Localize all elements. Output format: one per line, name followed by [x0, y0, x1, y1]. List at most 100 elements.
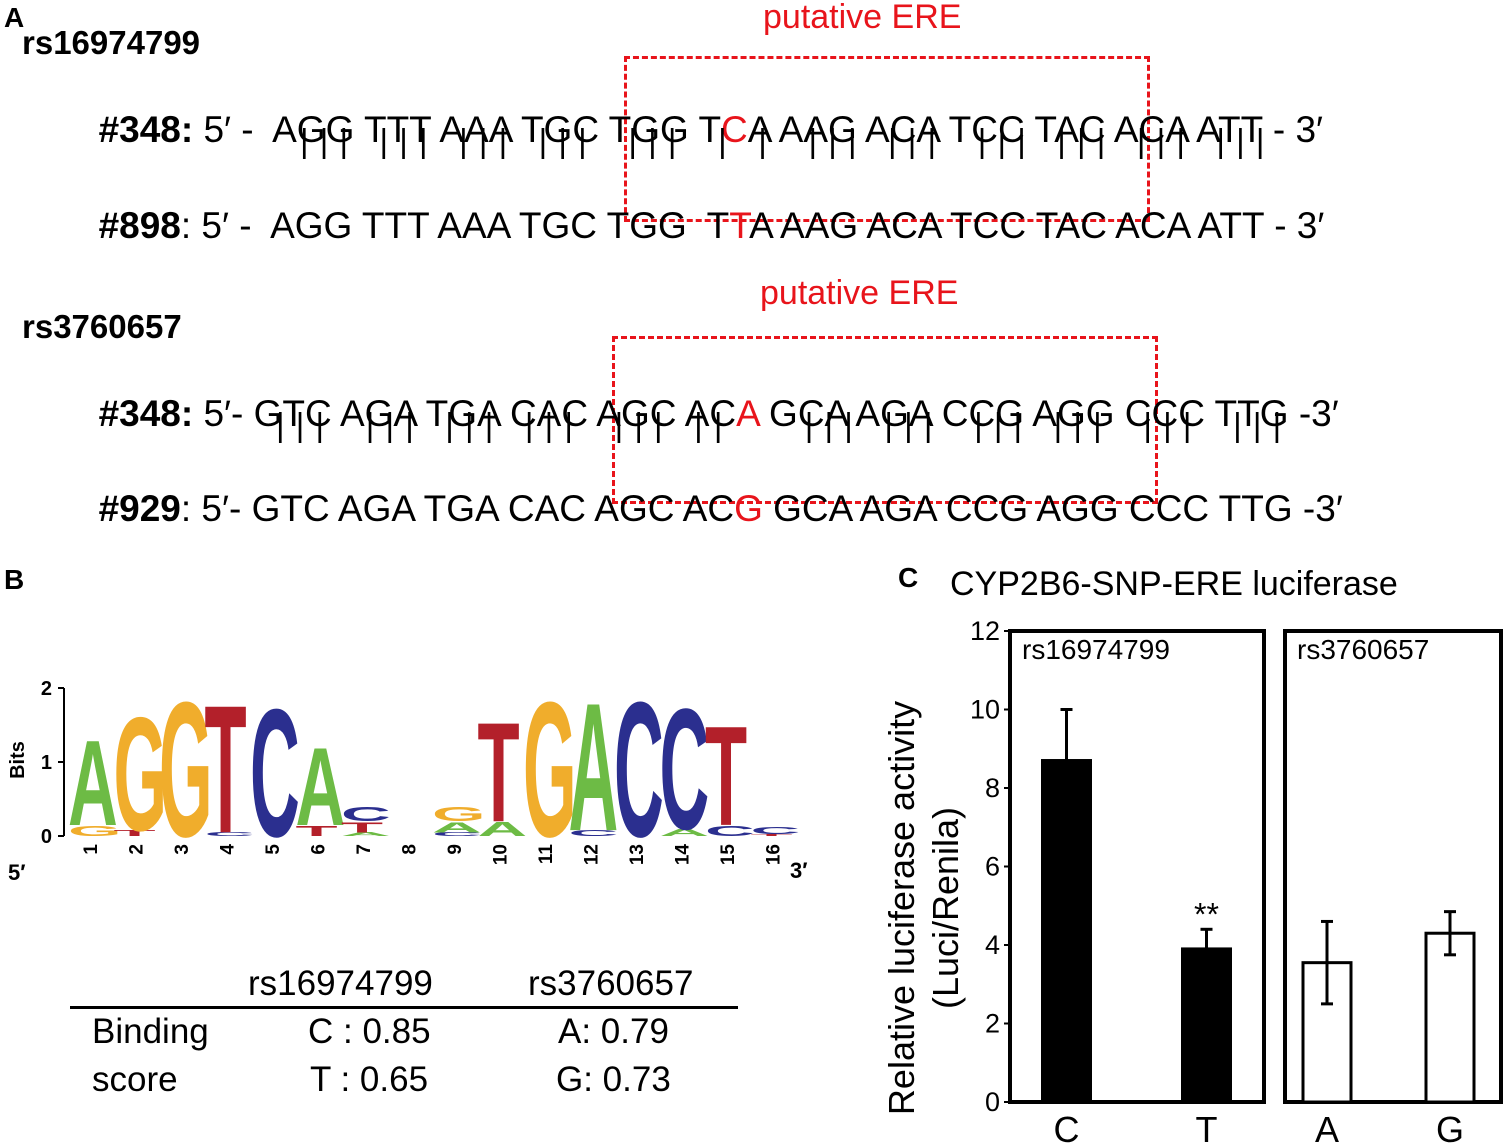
logo-letter-C: C: [614, 662, 664, 878]
chart-ytick-label: 2: [985, 1009, 1000, 1039]
table-col-header-1: rs16974799: [248, 964, 433, 1003]
logo-letter-C: C: [432, 832, 482, 838]
chart-ylabel-2: (Luci/Renila): [925, 807, 966, 1009]
sequence-post: GCA AGA CCG AGG CCC TTG -3′: [762, 488, 1343, 529]
logo-ytick-label: 1: [41, 752, 52, 774]
snp-id-rs3760657: rs3760657: [22, 308, 182, 345]
table-row-label-score: score: [92, 1060, 178, 1099]
sequence-post: A AAG ACA TCC TAC ACA ATT - 3′: [749, 205, 1325, 246]
logo-letter-A: A: [432, 819, 482, 836]
logo-letter-C: C: [205, 832, 255, 838]
logo-letter-C: C: [660, 672, 710, 865]
logo-letter-C: C: [341, 803, 391, 826]
panel-b-letter: B: [4, 564, 25, 595]
logo-letter-A: A: [68, 715, 118, 850]
logo-axis: 0 1 2: [41, 678, 65, 848]
chart-subplot-frame: [1008, 629, 1266, 1104]
ere-label-2: putative ERE: [760, 274, 959, 312]
logo-letter-T: T: [341, 819, 383, 836]
table-col-header-2: rs3760657: [528, 964, 694, 1003]
chart-category-label: A: [1315, 1109, 1339, 1144]
logo-letter-A: A: [569, 666, 619, 870]
chart-ytick-label: 12: [970, 616, 1000, 646]
chart-subplot-frames: rs16974799 rs3760657: [1008, 629, 1503, 1104]
chart-subplot-frame: [1283, 629, 1503, 1104]
sequence-row-348-b: #348: 5′- GTC AGA TGA CAC AGC ACA GCA AG…: [78, 358, 1339, 432]
logo-letter-G: G: [432, 803, 486, 826]
logo-letter-T: T: [751, 833, 793, 836]
table-cell-r2c2: G: 0.73: [556, 1060, 671, 1099]
chart-ytick-label: 0: [985, 1087, 1000, 1117]
logo-position-label: 9: [445, 844, 466, 855]
chart-ytick-label: 8: [985, 773, 1000, 803]
sequence-row-929: #929: 5′- GTC AGA TGA CAC AGC ACG GCA AG…: [78, 453, 1343, 527]
sequence-pre: AGG TTT AAA TGC TGG T: [272, 109, 722, 150]
luciferase-bar-chart: CYP2B6-SNP-ERE luciferase Relative lucif…: [881, 565, 1503, 1144]
logo-position-label: 1: [81, 844, 102, 855]
logo-position-label: 11: [536, 844, 557, 865]
logo-position-label: 3: [172, 844, 193, 855]
sequence-id: #898: [98, 205, 181, 246]
logo-letter-A: A: [341, 832, 391, 838]
logo-position-label: 14: [672, 844, 693, 866]
table-cell-r1c1: C : 0.85: [308, 1012, 431, 1051]
table-cell-r2c1: T : 0.65: [310, 1060, 429, 1099]
sequence-sep: :: [180, 488, 192, 529]
logo-letter-T: T: [705, 696, 747, 855]
logo-letter-T: T: [205, 668, 247, 872]
logo-ylabel: Bits: [7, 741, 29, 779]
chart-ylabel-1: Relative luciferase activity: [881, 701, 922, 1115]
logo-position-label: 15: [718, 844, 739, 866]
table-row-label-binding: Binding: [92, 1012, 209, 1051]
chart-category-label: C: [1054, 1109, 1080, 1144]
logo-letter-A: A: [478, 818, 528, 841]
logo-position-label: 2: [126, 844, 147, 855]
sequence-row-348-a: #348: 5′ - AGG TTT AAA TGC TGG TCA AAG A…: [78, 74, 1323, 148]
logo-letter-T: T: [478, 693, 520, 852]
logo-letter-G: G: [114, 684, 168, 865]
logo-ytick-label: 2: [41, 678, 52, 700]
chart-bars: C T ** A G: [1041, 708, 1476, 1144]
ere-box-2: [612, 336, 1158, 504]
chart-subplot-name: rs16974799: [1022, 634, 1170, 665]
sequence-row-898: #898: 5′ - AGG TTT AAA TGC TGG TTA AAG A…: [78, 170, 1325, 246]
logo-letter-A: A: [296, 724, 346, 849]
logo-letter-C: C: [705, 822, 755, 839]
sequence-pre: GTC AGA TGA CAC AGC AC: [251, 488, 735, 529]
chart-significance-label: **: [1194, 896, 1219, 932]
chart-ytick-label: 4: [985, 930, 1000, 960]
sequence-sep: :: [180, 205, 192, 246]
sequence-post: A AAG ACA TCC TAC ACA ATT - 3′: [747, 109, 1323, 150]
logo-position-label: 7: [354, 844, 375, 855]
chart-bar-T: [1181, 947, 1232, 1104]
snp-variant-C: C: [721, 109, 748, 150]
chart-bar-G: [1424, 931, 1476, 1104]
sequence-prefix: 5′ -: [191, 205, 271, 246]
chart-subplot-name: rs3760657: [1297, 634, 1429, 665]
sequence-prefix: 5′-: [193, 393, 254, 434]
ere-box-1: [624, 56, 1150, 222]
logo-letter-G: G: [523, 662, 577, 878]
sequence-prefix: 5′ -: [193, 109, 273, 150]
chart-ytick-label: 10: [970, 695, 1000, 725]
five-prime-label: 5′: [8, 860, 26, 885]
sequence-id: #929: [98, 488, 181, 529]
sequence-pre: AGG TTT AAA TGC TGG T: [270, 205, 730, 246]
chart-bar-C: [1041, 759, 1092, 1104]
chart-category-label: T: [1196, 1109, 1218, 1144]
ere-label-1: putative ERE: [763, 0, 962, 36]
sequence-id: #348:: [98, 393, 194, 434]
logo-position-label: 16: [763, 844, 784, 865]
panel-c-letter: C: [898, 562, 919, 593]
sequence-post: GCA AGA CCG AGG CCC TTG -3′: [758, 393, 1339, 434]
logo-position-label: 5: [263, 844, 284, 855]
chart-title: CYP2B6-SNP-ERE luciferase: [950, 565, 1398, 603]
chart-category-label: G: [1436, 1109, 1464, 1144]
snp-id-rs16974799: rs16974799: [22, 24, 201, 61]
logo-position-label: 12: [581, 844, 602, 865]
sequence-pre: GTC AGA TGA CAC AGC AC: [253, 393, 737, 434]
snp-variant-A: A: [736, 393, 759, 434]
logo-position-label: 4: [217, 844, 238, 855]
sequence-prefix: 5′-: [191, 488, 252, 529]
